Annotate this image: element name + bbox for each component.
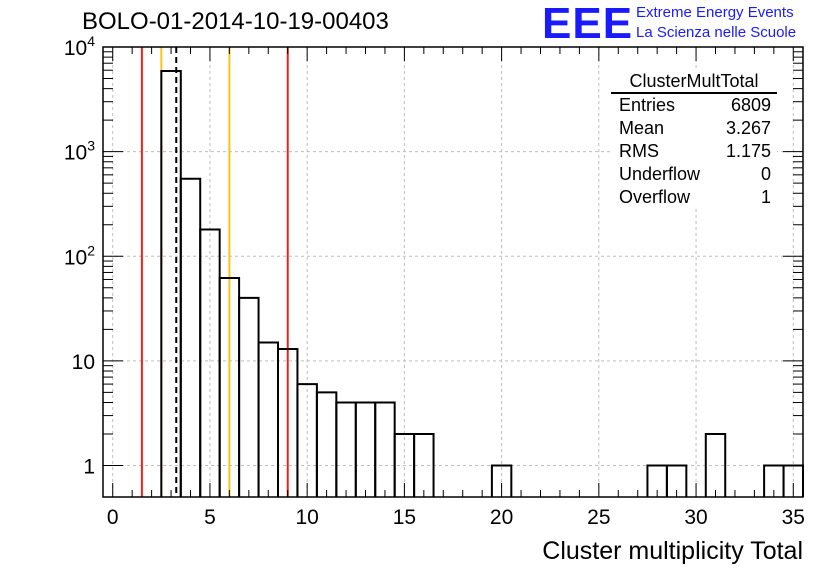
logo-line-1: Extreme Energy Events xyxy=(636,4,794,21)
x-tick-label: 5 xyxy=(204,506,216,529)
y-tick-label: 104 xyxy=(64,33,95,60)
x-tick-label: 25 xyxy=(587,506,610,529)
histogram-bin xyxy=(354,401,377,497)
stats-row-underflow: Underflow 0 xyxy=(611,163,777,186)
stats-label: Mean xyxy=(619,118,665,138)
stats-label: Underflow xyxy=(619,164,701,184)
x-axis-label: Cluster multiplicity Total xyxy=(542,537,803,565)
histogram-bin xyxy=(315,391,338,497)
stats-value: 6809 xyxy=(730,95,771,115)
stats-label: Entries xyxy=(619,95,676,115)
x-tick-label: 30 xyxy=(684,506,707,529)
histogram-bin xyxy=(665,464,688,497)
y-tick-label: 102 xyxy=(64,242,95,269)
histogram-bin xyxy=(238,296,260,497)
histogram-bin xyxy=(374,401,396,497)
logo-line-2: La Scienza nelle Scuole xyxy=(636,24,797,41)
x-tick-label: 10 xyxy=(295,506,318,529)
x-tick-label: 20 xyxy=(490,506,513,529)
x-tick-label: 0 xyxy=(107,506,119,529)
chart-title: BOLO-01-2014-10-19-00403 xyxy=(82,8,389,35)
stats-box: ClusterMultTotal Entries 6809 Mean 3.267… xyxy=(611,70,777,209)
y-tick-label: 1 xyxy=(83,456,95,479)
histogram-bin xyxy=(160,69,182,497)
stats-value: 1.175 xyxy=(725,141,771,161)
stats-label: Overflow xyxy=(619,187,691,207)
histogram-bin xyxy=(257,341,279,497)
stats-row-entries: Entries 6809 xyxy=(611,94,777,117)
y-tick-label: 103 xyxy=(64,138,95,165)
histogram-bin xyxy=(413,433,435,497)
stats-row-overflow: Overflow 1 xyxy=(611,186,777,209)
stats-title: ClusterMultTotal xyxy=(611,70,777,94)
stats-label: RMS xyxy=(619,141,659,161)
histogram-bin xyxy=(490,464,513,497)
histogram-bin xyxy=(335,401,357,497)
stats-row-mean: Mean 3.267 xyxy=(611,117,777,140)
histogram-bin xyxy=(704,433,727,497)
histogram-bin xyxy=(179,177,202,497)
stats-row-rms: RMS 1.175 xyxy=(611,140,777,163)
x-tick-label: 35 xyxy=(782,506,805,529)
stats-value: 0 xyxy=(760,164,771,184)
stats-value: 1 xyxy=(760,187,771,207)
y-tick-label: 10 xyxy=(72,351,95,374)
eee-logo-mark: EEE xyxy=(542,0,634,48)
stats-value: 3.267 xyxy=(725,118,771,138)
x-tick-label: 15 xyxy=(393,506,416,529)
